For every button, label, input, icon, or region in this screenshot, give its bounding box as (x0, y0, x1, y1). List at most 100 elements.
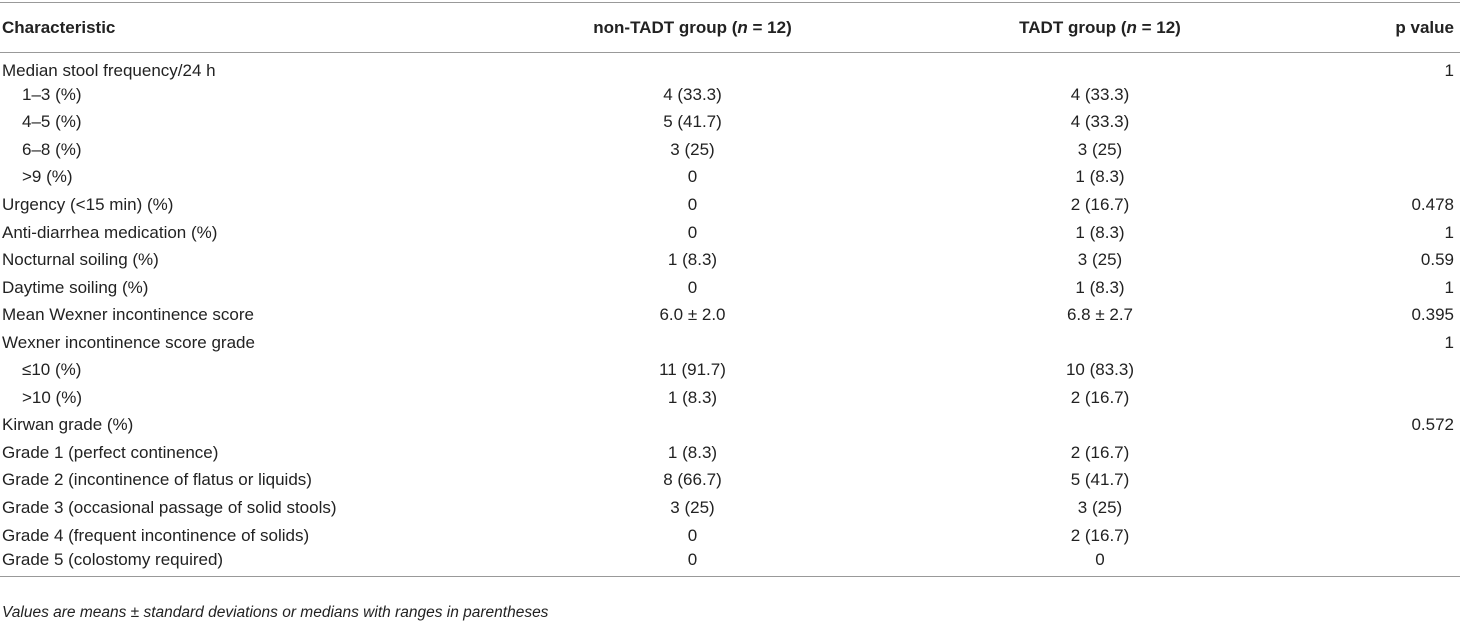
header-text: n (737, 17, 748, 37)
cell-text: Wexner incontinence score grade (2, 332, 255, 352)
table-cell: 2 (16.7) (885, 384, 1315, 412)
cell-text: Mean Wexner incontinence score (2, 305, 254, 325)
table-cell: Grade 5 (colostomy required) (0, 549, 500, 577)
table-row: Grade 4 (frequent incontinence of solids… (0, 522, 1460, 550)
table-cell: 3 (25) (885, 494, 1315, 522)
cell-text: 0.478 (1411, 194, 1454, 214)
cell-text: 6–8 (%) (22, 139, 82, 159)
table-cell: 0.572 (1315, 412, 1460, 440)
table-cell: 3 (25) (500, 494, 885, 522)
table-cell: 0.478 (1315, 191, 1460, 219)
table-cell: Grade 1 (perfect continence) (0, 439, 500, 467)
header-text: n (1126, 17, 1137, 37)
table-cell: Daytime soiling (%) (0, 274, 500, 302)
table-cell (1315, 109, 1460, 137)
table-row: Grade 3 (occasional passage of solid sto… (0, 494, 1460, 522)
table-cell: Kirwan grade (%) (0, 412, 500, 440)
table-cell: Anti-diarrhea medication (%) (0, 219, 500, 247)
table-body: Median stool frequency/24 h 1 1–3 (%) 4 (33… (0, 53, 1460, 577)
cell-text: Grade 1 (perfect continence) (2, 442, 219, 462)
cell-text: 4 (33.3) (1070, 112, 1130, 132)
table-cell (500, 329, 885, 357)
cell-text: 1 (8.3) (667, 387, 718, 407)
table-cell: 1 (8.3) (885, 274, 1315, 302)
table-cell: Mean Wexner incontinence score (0, 301, 500, 329)
table-cell: 8 (66.7) (500, 467, 885, 495)
table-cell: Grade 4 (frequent incontinence of solids… (0, 522, 500, 550)
cell-text: Grade 3 (occasional passage of solid sto… (2, 497, 337, 517)
header-cell: non-TADT group (n = 12) (500, 3, 885, 53)
table-row: ≤10 (%) 11 (91.7) 10 (83.3) (0, 356, 1460, 384)
table-cell (885, 53, 1315, 82)
cell-text: 1 (8.3) (667, 442, 718, 462)
header-cell: Characteristic (0, 3, 500, 53)
cell-text: 1 (1444, 277, 1454, 297)
table-cell (1315, 136, 1460, 164)
table-cell (1315, 356, 1460, 384)
table-cell: 1 (1315, 329, 1460, 357)
cell-text: 0 (687, 525, 698, 545)
table-row: >10 (%) 1 (8.3) 2 (16.7) (0, 384, 1460, 412)
table-cell: Urgency (<15 min) (%) (0, 191, 500, 219)
table-cell: ≤10 (%) (0, 356, 500, 384)
table-cell: 10 (83.3) (885, 356, 1315, 384)
table-row: 4–5 (%) 5 (41.7) 4 (33.3) (0, 109, 1460, 137)
header-text: p value (1395, 17, 1454, 37)
header-row: Characteristic non-TADT group (n = 12) TAD… (0, 3, 1460, 53)
table-cell: 1 (8.3) (885, 219, 1315, 247)
header-text: = 12) (1136, 17, 1181, 37)
cell-text: 6.0 ± 2.0 (659, 305, 726, 325)
table-header: Characteristic non-TADT group (n = 12) TAD… (0, 2, 1460, 53)
table-row: Median stool frequency/24 h 1 (0, 53, 1460, 82)
data-table: Characteristic non-TADT group (n = 12) TAD… (0, 2, 1460, 577)
table-cell (1315, 164, 1460, 192)
cell-text: Daytime soiling (%) (2, 277, 149, 297)
header-text: = 12) (747, 17, 792, 37)
cell-text: 3 (25) (670, 497, 715, 517)
header-text: TADT group ( (1019, 17, 1127, 37)
table-cell (1315, 439, 1460, 467)
table-row: Wexner incontinence score grade 1 (0, 329, 1460, 357)
cell-text: 4–5 (%) (22, 112, 82, 132)
cell-text: 1–3 (%) (22, 84, 82, 104)
table-cell: 11 (91.7) (500, 356, 885, 384)
table-cell: 3 (25) (885, 246, 1315, 274)
cell-text: Urgency (<15 min) (%) (2, 194, 174, 214)
cell-text: 0.395 (1411, 305, 1454, 325)
cell-text: 1 (8.3) (667, 250, 718, 270)
table-cell (885, 412, 1315, 440)
cell-text: 1 (1444, 61, 1454, 80)
table-cell: 2 (16.7) (885, 439, 1315, 467)
table-cell (885, 329, 1315, 357)
header-text: Characteristic (2, 17, 116, 37)
cell-text: 2 (16.7) (1070, 525, 1130, 545)
cell-text: 3 (25) (1077, 497, 1123, 517)
table-cell: 0 (885, 549, 1315, 577)
table-cell: >9 (%) (0, 164, 500, 192)
table-cell: 4–5 (%) (0, 109, 500, 137)
header-text: non-TADT group ( (593, 17, 738, 37)
table-cell: 1 (8.3) (500, 384, 885, 412)
table-cell: 6.8 ± 2.7 (885, 301, 1315, 329)
table-row: Grade 1 (perfect continence) 1 (8.3) 2 (16… (0, 439, 1460, 467)
cell-text: Nocturnal soiling (%) (2, 250, 159, 270)
table-row: 1–3 (%) 4 (33.3) 4 (33.3) (0, 81, 1460, 109)
table-cell: 4 (33.3) (885, 109, 1315, 137)
cell-text: 0 (687, 549, 698, 569)
cell-text: Grade 5 (colostomy required) (2, 549, 224, 569)
cell-text: 0 (687, 167, 698, 187)
table-cell (1315, 384, 1460, 412)
cell-text: 0 (687, 222, 698, 242)
table-cell: 1 (8.3) (500, 246, 885, 274)
cell-text: 10 (83.3) (1065, 360, 1135, 380)
table-row: 6–8 (%) 3 (25) 3 (25) (0, 136, 1460, 164)
cell-text: 0.572 (1411, 415, 1454, 435)
cell-text: 5 (41.7) (1070, 470, 1130, 490)
table-cell: 0 (500, 219, 885, 247)
cell-text: 1 (8.3) (1075, 277, 1125, 297)
table-cell (500, 412, 885, 440)
table-cell: 0 (500, 549, 885, 577)
table-row: >9 (%) 0 1 (8.3) (0, 164, 1460, 192)
cell-text: Grade 4 (frequent incontinence of solids… (2, 525, 310, 545)
